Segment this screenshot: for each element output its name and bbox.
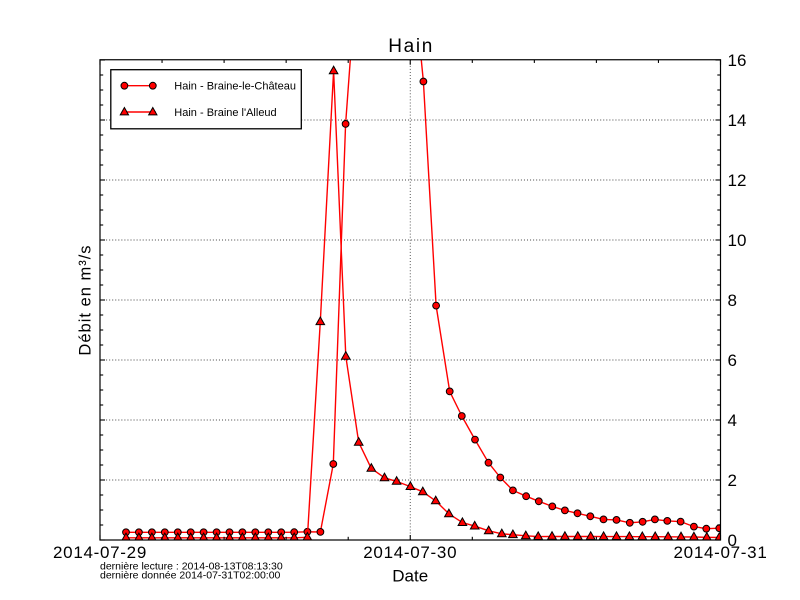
svg-text:Hain: Hain (388, 36, 434, 57)
svg-text:14: 14 (728, 111, 747, 130)
svg-text:8: 8 (728, 291, 737, 310)
svg-text:2014-07-29: 2014-07-29 (53, 543, 147, 562)
svg-text:10: 10 (728, 231, 747, 250)
svg-text:0: 0 (728, 531, 737, 550)
svg-text:4: 4 (728, 411, 737, 430)
svg-text:16: 16 (728, 51, 747, 70)
svg-text:Débit en m³/s: Débit en m³/s (77, 244, 95, 355)
svg-text:Date: Date (392, 567, 428, 586)
svg-text:Hain - Braine-le-Château: Hain - Braine-le-Château (174, 81, 296, 93)
svg-text:2: 2 (728, 471, 737, 490)
svg-text:dernière lecture : 2014-08-13T: dernière lecture : 2014-08-13T08:13:30 (100, 561, 283, 573)
svg-text:12: 12 (728, 171, 747, 190)
svg-text:6: 6 (728, 351, 737, 370)
svg-text:2014-07-31: 2014-07-31 (674, 543, 768, 562)
svg-text:2014-07-30: 2014-07-30 (363, 543, 457, 562)
svg-text:Hain - Braine l'Alleud: Hain - Braine l'Alleud (174, 107, 276, 119)
svg-text:dernière donnée 2014-07-31T02: dernière donnée 2014-07-31T02:00:00 (100, 569, 281, 581)
